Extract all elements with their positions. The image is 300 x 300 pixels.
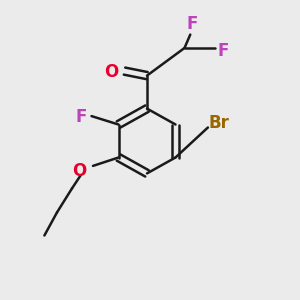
Text: O: O	[104, 63, 118, 81]
Text: F: F	[75, 108, 87, 126]
Text: O: O	[72, 162, 87, 180]
Text: F: F	[186, 15, 198, 33]
Text: Br: Br	[208, 114, 230, 132]
Text: F: F	[218, 42, 229, 60]
